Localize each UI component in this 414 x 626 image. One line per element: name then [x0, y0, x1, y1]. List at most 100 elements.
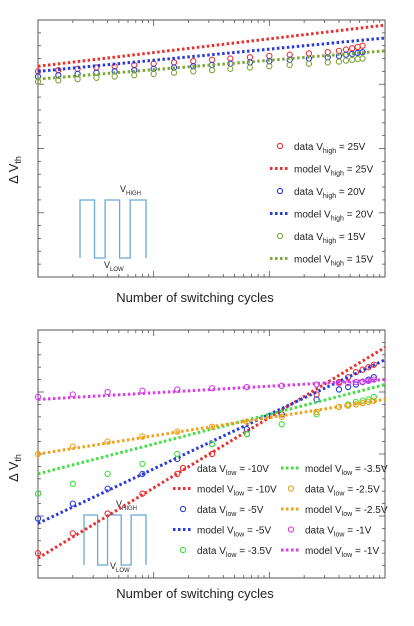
legend-label: data Vhigh = 20V: [294, 187, 366, 200]
inset-label-low: VLOW: [104, 260, 124, 273]
legend-swatch-marker: [179, 505, 187, 513]
model-line: [37, 49, 386, 81]
inset-label-high: VHIGH: [116, 499, 137, 512]
series-layer: [34, 346, 386, 560]
axis-ticks: [37, 329, 385, 579]
legend-entry: data Vhigh = 25V: [276, 142, 366, 155]
data-point: [227, 65, 234, 72]
legend-entry: data Vlow = -2.5V: [287, 485, 380, 498]
data-point: [69, 480, 76, 487]
legend-label: data Vhigh = 15V: [294, 232, 366, 245]
data-point: [278, 421, 285, 428]
data-point: [34, 450, 42, 458]
legend-entry: model Vhigh = 25V: [270, 165, 373, 178]
legend-label: data Vlow = -5V: [197, 505, 264, 518]
data-point: [359, 42, 366, 49]
data-point: [170, 69, 178, 76]
legend-swatch-marker: [287, 485, 295, 492]
legend: data Vhigh = 25V model Vhigh = 25V data Vh…: [270, 142, 373, 268]
legend-entry: data Vlow = -1V: [287, 526, 372, 539]
waveform-inset: VHIGH VLOW: [83, 499, 147, 574]
legend-entry: model Vlow = -2.5V: [281, 505, 388, 518]
data-point: [150, 70, 157, 78]
square-wave: [79, 199, 147, 259]
model-line: [37, 36, 386, 73]
data-point: [93, 74, 100, 81]
legend-swatch-marker: [276, 187, 284, 195]
legend-entry: data Vlow = -10V: [179, 464, 269, 477]
data-point: [139, 387, 146, 394]
data-point: [69, 500, 76, 507]
chart-panel-2: Number of switching cycles Δ Vth VHIGH VLOW…: [6, 329, 388, 601]
legend-entry: model Vlow = -1V: [281, 546, 379, 559]
legend-entry: model Vlow = -5V: [173, 526, 271, 539]
data-point: [359, 397, 366, 404]
data-point: [69, 391, 76, 398]
data-point: [208, 66, 216, 74]
data-point: [335, 380, 343, 387]
data-point: [208, 440, 216, 448]
legend-entry: model Vhigh = 15V: [270, 255, 373, 268]
legend-swatch-marker: [179, 546, 187, 554]
legend-entry: model Vlow = -3.5V: [281, 464, 388, 477]
data-point: [352, 401, 360, 408]
series-6: [37, 49, 386, 81]
data-point: [324, 59, 331, 66]
data-point: [313, 396, 320, 403]
legend-entry: data Vhigh = 20V: [276, 187, 366, 200]
data-point: [370, 393, 377, 401]
legend-label: data Vlow = -3.5V: [197, 546, 272, 559]
legend: data Vlow = -10V model Vlow = -10V data Vl…: [173, 464, 388, 559]
series-8: [37, 397, 386, 456]
waveform-inset: VHIGH VLOW: [79, 184, 147, 273]
legend-swatch-marker: [179, 464, 187, 472]
axis-ticks: [37, 19, 385, 278]
data-point: [243, 418, 251, 425]
series-2: [37, 23, 386, 68]
legend-label: model Vlow = -1V: [305, 546, 379, 559]
legend-entry: data Vhigh = 15V: [276, 232, 366, 245]
data-point: [370, 361, 377, 368]
data-point: [344, 383, 352, 391]
data-point: [34, 515, 42, 522]
data-point: [246, 64, 254, 71]
inset-label-high: VHIGH: [120, 184, 141, 197]
data-point: [139, 470, 146, 477]
legend-entry: data Vlow = -3.5V: [179, 546, 272, 559]
data-point: [365, 364, 372, 371]
y-axis-label: Δ Vth: [6, 454, 23, 482]
chart-panel-1: Number of switching cycles Δ Vth VHIGH VLOW…: [6, 19, 386, 305]
data-point: [305, 60, 313, 67]
data-point: [104, 388, 111, 396]
y-axis-label: Δ Vth: [6, 156, 23, 184]
legend-label: data Vlow = -10V: [197, 464, 269, 477]
data-point: [190, 68, 197, 75]
series-9: [34, 376, 377, 401]
x-axis-label: Number of switching cycles: [116, 586, 274, 601]
legend-entry: model Vhigh = 20V: [270, 210, 373, 223]
data-point: [34, 393, 42, 401]
series-4: [37, 36, 386, 73]
data-point: [34, 490, 42, 497]
data-point: [266, 63, 273, 70]
data-point: [139, 460, 146, 468]
data-point: [359, 55, 366, 62]
legend-label: model Vhigh = 15V: [294, 255, 373, 268]
model-line: [37, 397, 386, 456]
legend-label: model Vlow = -5V: [197, 526, 271, 539]
legend-label: model Vhigh = 25V: [294, 165, 373, 178]
legend-label: data Vlow = -1V: [305, 526, 372, 539]
legend-label: data Vhigh = 25V: [294, 142, 366, 155]
series-layer: [34, 23, 386, 85]
legend-label: model Vlow = -2.5V: [305, 505, 388, 518]
legend-label: model Vlow = -3.5V: [305, 464, 388, 477]
legend-entry: data Vlow = -5V: [179, 505, 264, 518]
legend-label: model Vhigh = 20V: [294, 210, 373, 223]
legend-swatch-marker: [276, 142, 284, 150]
data-point: [104, 470, 111, 477]
data-point: [174, 450, 181, 458]
legend-swatch-marker: [287, 526, 295, 533]
square-wave: [83, 514, 147, 566]
legend-label: model Vlow = -10V: [197, 485, 277, 498]
